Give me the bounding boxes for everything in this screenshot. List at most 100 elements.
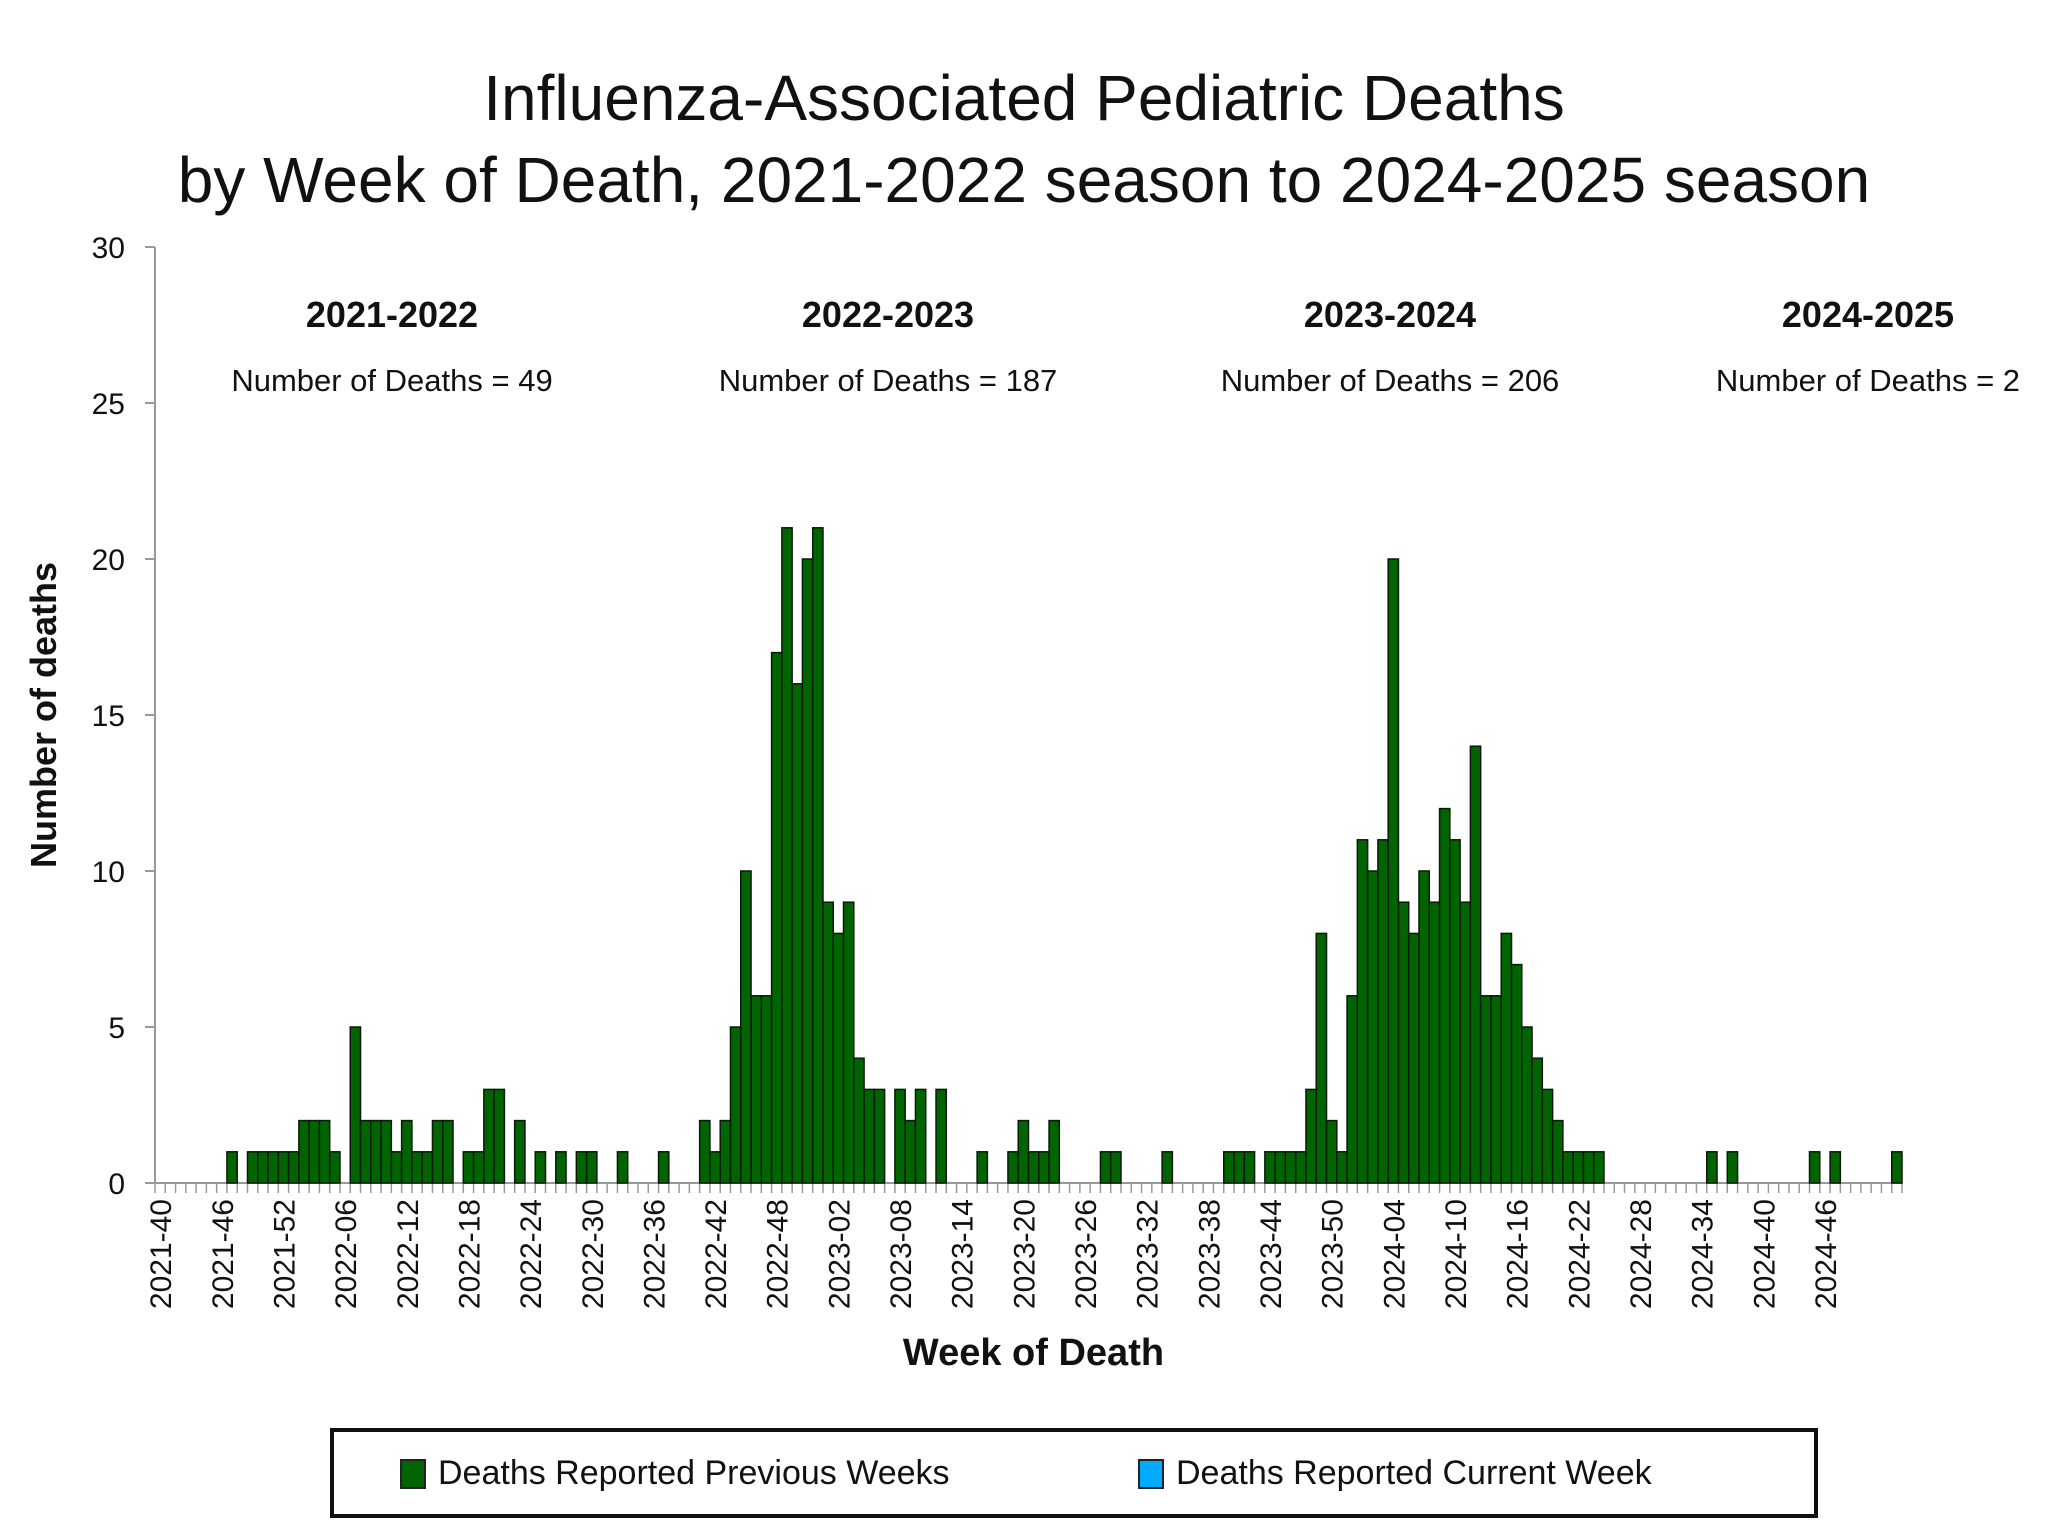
bar: [1428, 901, 1441, 1184]
x-tick-label: 2024-22: [1563, 1199, 1596, 1309]
bar: [1726, 1151, 1739, 1184]
bar: [863, 1088, 876, 1184]
x-tick-label: 2022-42: [700, 1199, 733, 1309]
bar: [873, 1088, 886, 1184]
bar: [349, 1026, 362, 1184]
bar: [585, 1151, 598, 1184]
x-tick-label: 2024-16: [1502, 1199, 1535, 1309]
bar: [914, 1088, 927, 1184]
bar: [246, 1151, 259, 1184]
bar: [1346, 995, 1359, 1184]
x-tick-label: 2023-14: [947, 1199, 980, 1309]
bar: [493, 1088, 506, 1184]
bar: [1274, 1151, 1287, 1184]
x-tick-label: 2023-20: [1008, 1199, 1041, 1309]
bar: [894, 1088, 906, 1184]
x-tick-label: 2023-08: [885, 1199, 918, 1309]
x-tick-label: 2022-24: [515, 1199, 548, 1309]
bar: [534, 1151, 547, 1184]
bar: [791, 683, 804, 1184]
season-deaths-label: Number of Deaths = 49: [231, 363, 552, 398]
season-label: 2022-2023: [802, 294, 974, 335]
bar: [1890, 1151, 1903, 1184]
x-tick-label: 2024-40: [1748, 1199, 1781, 1309]
bar: [1161, 1151, 1174, 1184]
bar: [822, 901, 834, 1184]
bar: [770, 651, 783, 1184]
bar: [1705, 1151, 1718, 1184]
chart-title-line1: Influenza-Associated Pediatric Deaths: [483, 62, 1565, 134]
bar: [462, 1151, 475, 1184]
season-deaths-label: Number of Deaths = 187: [719, 363, 1058, 398]
bar: [935, 1088, 948, 1184]
bar: [1387, 558, 1400, 1184]
bar: [801, 558, 814, 1184]
bar: [359, 1119, 372, 1184]
bar: [513, 1119, 526, 1184]
bar: [832, 932, 845, 1184]
x-tick-label: 2023-38: [1193, 1199, 1226, 1309]
x-tick-label: 2024-34: [1687, 1199, 1720, 1309]
bar: [400, 1119, 413, 1184]
season-label: 2021-2022: [306, 294, 478, 335]
y-tick-label: 10: [92, 856, 125, 889]
bar: [1551, 1119, 1564, 1184]
x-tick-label: 2024-04: [1378, 1199, 1411, 1309]
legend-item-previous: Deaths Reported Previous Weeks: [400, 1454, 950, 1493]
bar: [287, 1151, 300, 1184]
bar: [1325, 1119, 1338, 1184]
x-tick-label: 2021-40: [145, 1199, 178, 1309]
bar: [1356, 839, 1369, 1184]
bar: [1521, 1026, 1533, 1184]
bar: [1294, 1151, 1307, 1184]
y-tick-label: 5: [108, 1012, 125, 1045]
bar: [976, 1151, 989, 1184]
bar: [1007, 1151, 1019, 1184]
bar: [740, 870, 752, 1184]
bar: [616, 1151, 629, 1184]
bar: [1562, 1151, 1574, 1184]
bar: [1315, 932, 1328, 1184]
season-deaths-label: Number of Deaths = 206: [1221, 363, 1560, 398]
x-tick-label: 2022-30: [577, 1199, 610, 1309]
chart-title-line2: by Week of Death, 2021-2022 season to 20…: [177, 144, 1871, 216]
bar: [1572, 1151, 1585, 1184]
bar: [1397, 901, 1410, 1184]
bar: [308, 1119, 321, 1184]
bar: [1027, 1151, 1040, 1184]
y-tick-label: 15: [92, 700, 125, 733]
bar: [1305, 1088, 1317, 1184]
x-tick-label: 2023-02: [823, 1199, 856, 1309]
y-tick-label: 25: [92, 388, 125, 421]
bar: [1459, 901, 1472, 1184]
bar: [226, 1151, 238, 1184]
legend-swatch-current: [1138, 1458, 1164, 1489]
bar: [1038, 1151, 1050, 1184]
bar: [267, 1151, 280, 1184]
bar: [421, 1151, 434, 1184]
season-label: 2024-2025: [1782, 294, 1954, 335]
y-tick-label: 30: [92, 232, 125, 265]
x-axis-title: Week of Death: [903, 1332, 1164, 1374]
bar: [1284, 1151, 1297, 1184]
bar: [842, 901, 855, 1184]
bar: [1510, 963, 1523, 1184]
legend-label-previous: Deaths Reported Previous Weeks: [438, 1454, 950, 1492]
bar: [1243, 1151, 1256, 1184]
bar: [760, 995, 773, 1184]
bar: [1099, 1151, 1112, 1184]
bar: [277, 1151, 290, 1184]
x-tick-label: 2022-36: [638, 1199, 671, 1309]
bar: [328, 1151, 341, 1184]
bar: [781, 527, 793, 1184]
legend: Deaths Reported Previous Weeks Deaths Re…: [330, 1428, 1818, 1518]
bar: [750, 995, 763, 1184]
x-tick-label: 2022-06: [330, 1199, 363, 1309]
x-tick-label: 2024-46: [1810, 1199, 1843, 1309]
bar: [1048, 1119, 1061, 1184]
bar: [575, 1151, 588, 1184]
bar: [1449, 839, 1461, 1184]
bar: [1500, 932, 1513, 1184]
bar: [483, 1088, 495, 1184]
